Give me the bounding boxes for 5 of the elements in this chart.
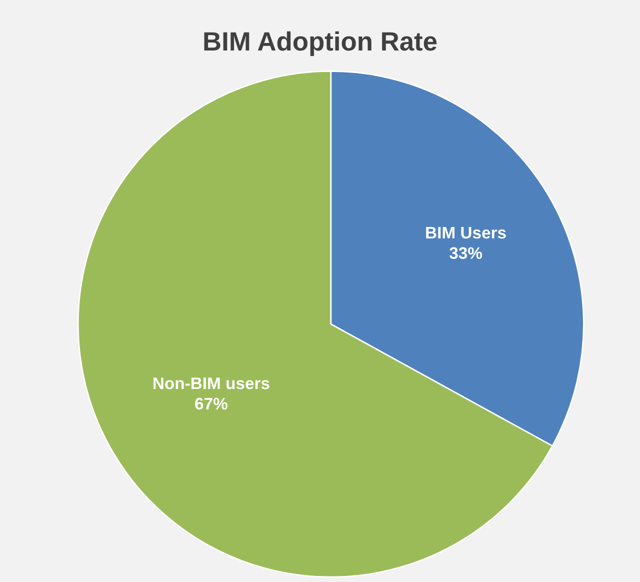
chart-title: BIM Adoption Rate xyxy=(204,31,437,56)
slice-label: BIM Users xyxy=(426,226,506,239)
slice-label: Non-BIM users xyxy=(154,378,270,390)
data-label: 67% xyxy=(195,398,228,410)
data-label: 33% xyxy=(449,247,482,259)
